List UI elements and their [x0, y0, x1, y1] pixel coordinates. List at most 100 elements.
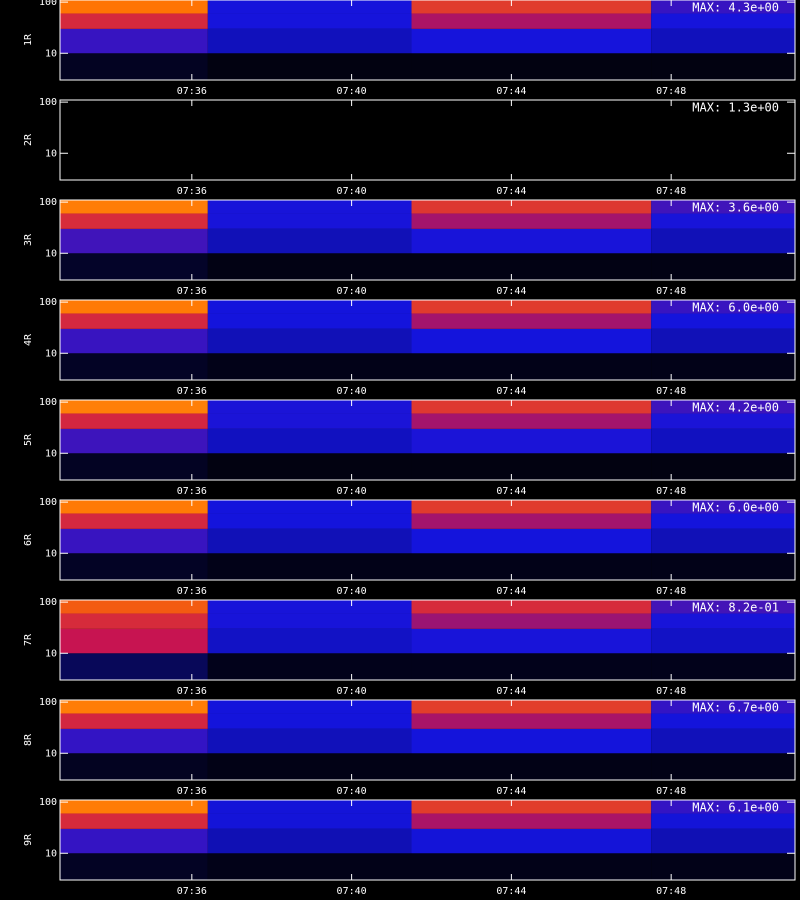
heat-cell [651, 528, 795, 554]
plot-frame [59, 499, 796, 581]
y-tick-label: 100 [39, 797, 57, 808]
x-tick-label: 07:44 [496, 686, 526, 697]
heat-cell [207, 853, 412, 880]
heat-cell [411, 300, 652, 314]
heat-cell [411, 513, 652, 529]
y-axis-label: 2R [23, 133, 34, 146]
x-tick-label: 07:36 [177, 886, 207, 897]
heat-cell [207, 700, 412, 714]
heat-cell [651, 753, 795, 780]
x-tick-label: 07:48 [656, 186, 686, 197]
x-tick-label: 07:44 [496, 386, 526, 397]
heat-cell [411, 13, 652, 29]
heat-cell [207, 228, 412, 254]
heat-cell [411, 253, 652, 280]
heat-cell [411, 613, 652, 629]
x-tick-label: 07:36 [177, 786, 207, 797]
x-tick-label: 07:48 [656, 386, 686, 397]
x-tick-label: 07:40 [337, 586, 367, 597]
y-tick-label: 100 [39, 297, 57, 308]
heat-cell [411, 500, 652, 514]
heat-cell [207, 213, 412, 229]
y-axis-label: 3R [23, 233, 34, 246]
heat-cell [60, 13, 208, 29]
x-tick-label: 07:40 [337, 286, 367, 297]
heat-cell [60, 553, 208, 580]
heat-cell [411, 813, 652, 829]
x-tick-label: 07:44 [496, 786, 526, 797]
heat-cell [651, 328, 795, 354]
heat-cell [207, 300, 412, 314]
heat-cell [60, 613, 208, 629]
heat-cell [651, 713, 795, 729]
heat-cell [651, 428, 795, 454]
max-annotation: MAX: 3.6e+00 [692, 201, 779, 215]
x-tick-label: 07:36 [177, 86, 207, 97]
heat-cell [411, 553, 652, 580]
heat-cell [207, 128, 412, 154]
heat-cell [207, 753, 412, 780]
heat-cell [60, 0, 208, 14]
x-tick-label: 07:44 [496, 586, 526, 597]
x-tick-label: 07:44 [496, 486, 526, 497]
heat-cell [60, 28, 208, 54]
x-tick-label: 07:40 [337, 486, 367, 497]
heat-cell [60, 653, 208, 680]
plot-frame [59, 0, 796, 81]
x-tick-label: 07:48 [656, 686, 686, 697]
heat-cell [207, 200, 412, 214]
heat-cell [207, 13, 412, 29]
heat-cell [207, 28, 412, 54]
y-tick-label: 100 [39, 97, 57, 108]
heat-cell [651, 113, 795, 129]
max-annotation: MAX: 4.3e+00 [692, 1, 779, 15]
heat-cell [411, 313, 652, 329]
heat-cell [651, 600, 795, 614]
y-tick-label: 100 [39, 497, 57, 508]
heat-cell [651, 53, 795, 80]
heat-cell [411, 728, 652, 754]
heat-cell [60, 253, 208, 280]
heat-cell [651, 553, 795, 580]
x-tick-label: 07:40 [337, 886, 367, 897]
x-tick-label: 07:40 [337, 386, 367, 397]
heat-cell [651, 0, 795, 14]
plot-frame [59, 799, 796, 881]
heat-cell [411, 428, 652, 454]
x-tick-label: 07:40 [337, 686, 367, 697]
heat-cell [411, 353, 652, 380]
x-tick-label: 07:48 [656, 786, 686, 797]
heat-cell [60, 428, 208, 454]
y-tick-label: 100 [39, 397, 57, 408]
heat-cell [651, 800, 795, 814]
heat-cell [60, 853, 208, 880]
heat-cell [651, 413, 795, 429]
y-tick-label: 100 [39, 0, 57, 8]
heat-cell [651, 728, 795, 754]
heat-cell [411, 28, 652, 54]
heat-cell [411, 128, 652, 154]
heat-cell [60, 300, 208, 314]
heat-cell [60, 700, 208, 714]
heat-cell [411, 228, 652, 254]
heat-cell [60, 528, 208, 554]
x-tick-label: 07:48 [656, 486, 686, 497]
heat-cell [60, 453, 208, 480]
max-annotation: MAX: 6.0e+00 [692, 501, 779, 515]
heat-cell [60, 813, 208, 829]
heat-cell [60, 328, 208, 354]
heat-cell [651, 228, 795, 254]
x-tick-label: 07:36 [177, 486, 207, 497]
heat-cell [651, 853, 795, 880]
heat-cell [651, 200, 795, 214]
heat-cell [411, 700, 652, 714]
heat-cell [60, 53, 208, 80]
heat-cell [411, 213, 652, 229]
y-tick-label: 10 [45, 648, 57, 659]
max-annotation: MAX: 6.7e+00 [692, 701, 779, 715]
heat-cell [411, 200, 652, 214]
plot-frame [59, 299, 796, 381]
heat-cell [60, 500, 208, 514]
heat-cell [411, 800, 652, 814]
